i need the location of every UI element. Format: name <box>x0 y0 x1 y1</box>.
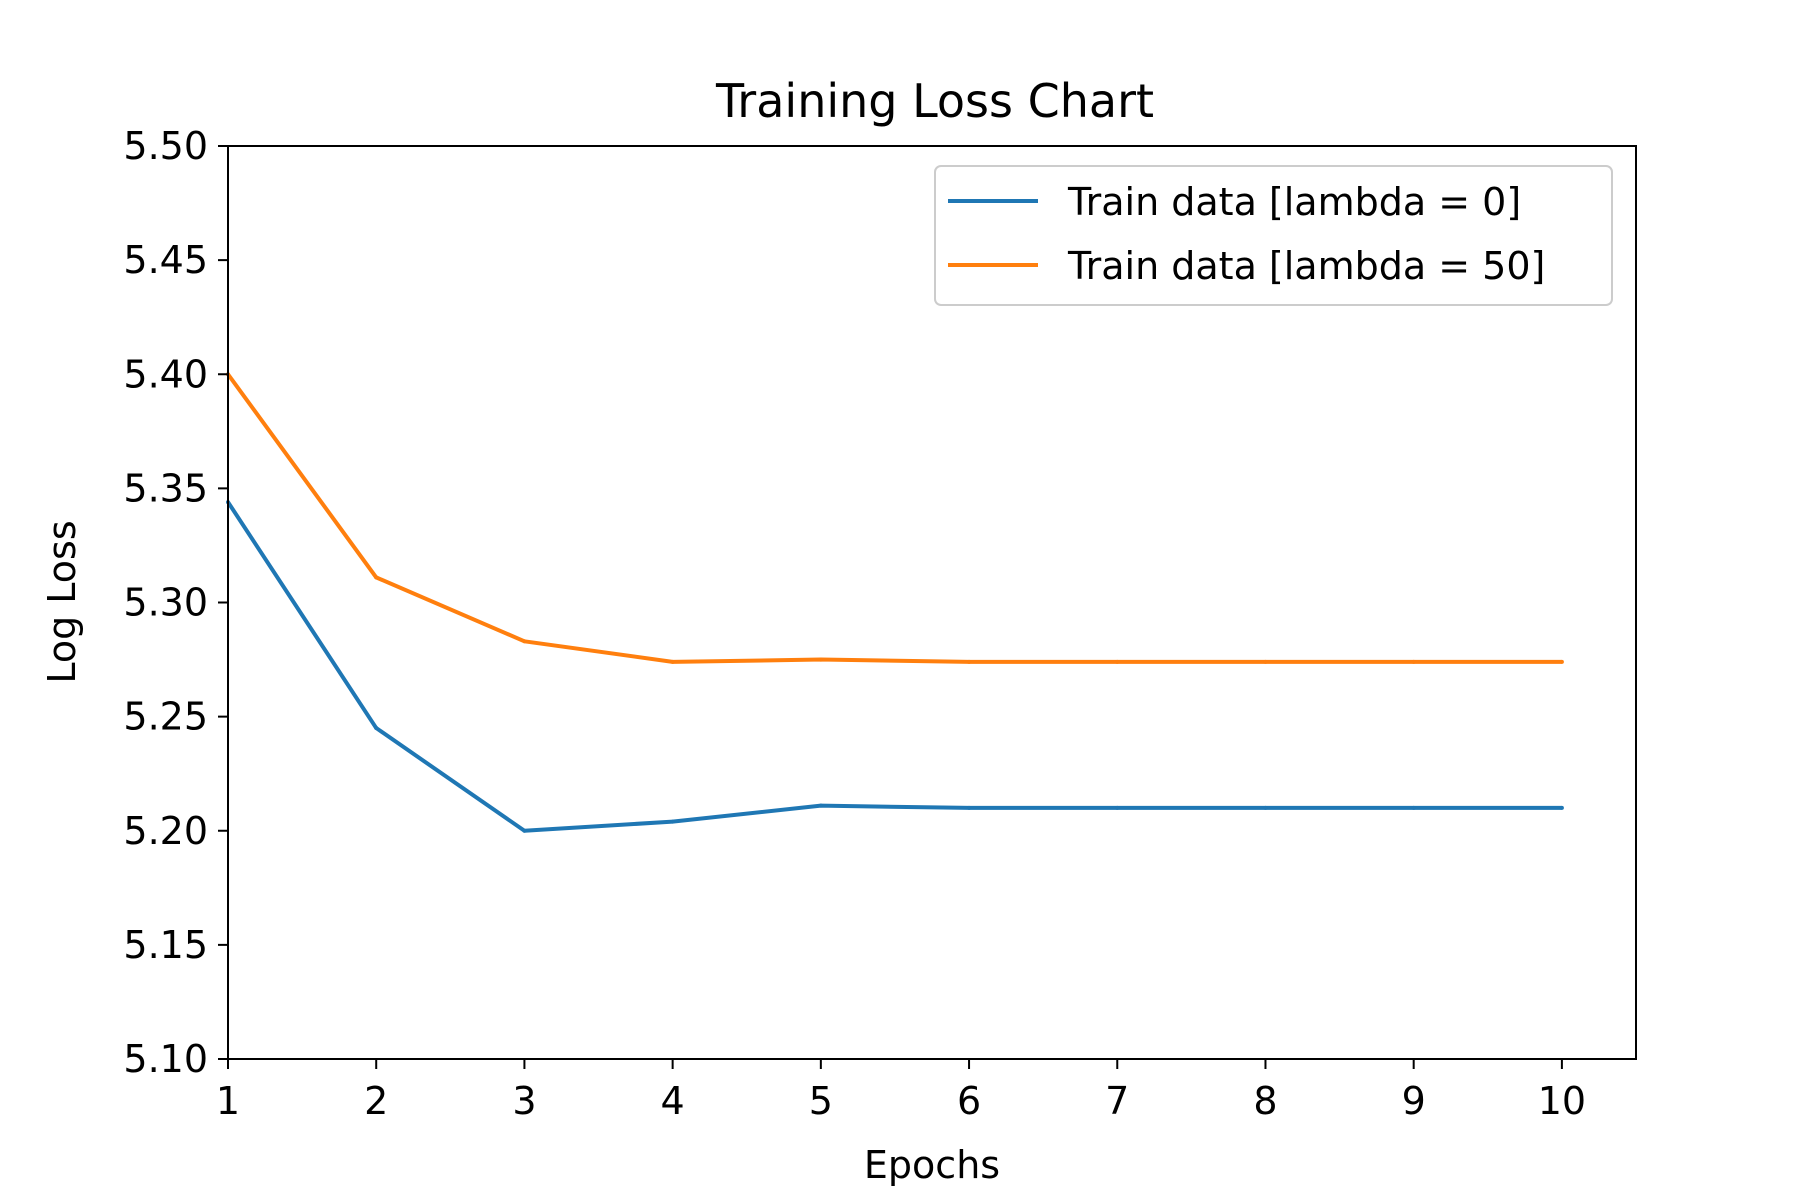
data-point-s0-1 <box>374 726 379 731</box>
data-point-s1-1 <box>374 575 379 580</box>
x-tick-label-7: 8 <box>1253 1079 1277 1123</box>
data-point-s1-3 <box>670 659 675 664</box>
x-tick-label-5: 6 <box>957 1079 981 1123</box>
y-tick-label-5: 5.35 <box>123 466 208 510</box>
data-point-s1-7 <box>1263 659 1268 664</box>
legend-label-lambda-0: Train data [lambda = 0] <box>1067 180 1521 224</box>
chart-title: Training Loss Chart <box>715 74 1154 128</box>
data-point-s1-8 <box>1411 659 1416 664</box>
x-tick-label-1: 2 <box>364 1079 388 1123</box>
y-tick-label-2: 5.20 <box>123 809 208 853</box>
legend-box <box>934 165 1613 306</box>
data-point-s0-9 <box>1559 805 1564 810</box>
data-point-s0-4 <box>818 803 823 808</box>
x-axis-ticks: 1 2 3 4 5 6 7 8 9 10 <box>216 1059 1586 1123</box>
y-tick-label-0: 5.10 <box>123 1037 208 1081</box>
y-tick-label-1: 5.15 <box>123 923 208 967</box>
y-tick-label-7: 5.45 <box>123 238 208 282</box>
series-line-0 <box>226 500 1562 833</box>
data-point-s0-2 <box>522 828 527 833</box>
y-tick-label-6: 5.40 <box>123 352 208 396</box>
y-axis-ticks: 5.10 5.15 5.20 5.25 5.30 5.35 5.40 5.45 5.50 <box>123 124 228 1081</box>
data-point-s0-8 <box>1411 805 1416 810</box>
data-point-s1-2 <box>522 639 527 644</box>
y-tick-label-4: 5.30 <box>123 581 208 625</box>
legend: Train data [lambda = 0] Train data [lamb… <box>934 165 1613 306</box>
data-point-s0-3 <box>670 819 675 824</box>
x-tick-label-0: 1 <box>216 1079 240 1123</box>
data-point-s1-5 <box>967 659 972 664</box>
legend-label-lambda-50: Train data [lambda = 50] <box>1067 244 1545 288</box>
data-point-s0-7 <box>1263 805 1268 810</box>
data-point-s0-6 <box>1115 805 1120 810</box>
x-tick-label-8: 9 <box>1402 1079 1426 1123</box>
y-tick-label-3: 5.25 <box>123 695 208 739</box>
data-point-s1-4 <box>818 657 823 662</box>
x-tick-label-6: 7 <box>1105 1079 1129 1123</box>
data-point-s1-6 <box>1115 659 1120 664</box>
x-tick-label-9: 10 <box>1538 1079 1586 1123</box>
y-tick-label-8: 5.50 <box>123 124 208 168</box>
y-axis-label: Log Loss <box>40 520 84 683</box>
data-point-s0-5 <box>967 805 972 810</box>
x-tick-label-4: 5 <box>809 1079 833 1123</box>
x-tick-label-3: 4 <box>661 1079 685 1123</box>
data-point-s1-9 <box>1559 659 1564 664</box>
series-line-1 <box>226 373 1562 664</box>
x-tick-label-2: 3 <box>512 1079 536 1123</box>
x-axis-label: Epochs <box>864 1143 1000 1187</box>
